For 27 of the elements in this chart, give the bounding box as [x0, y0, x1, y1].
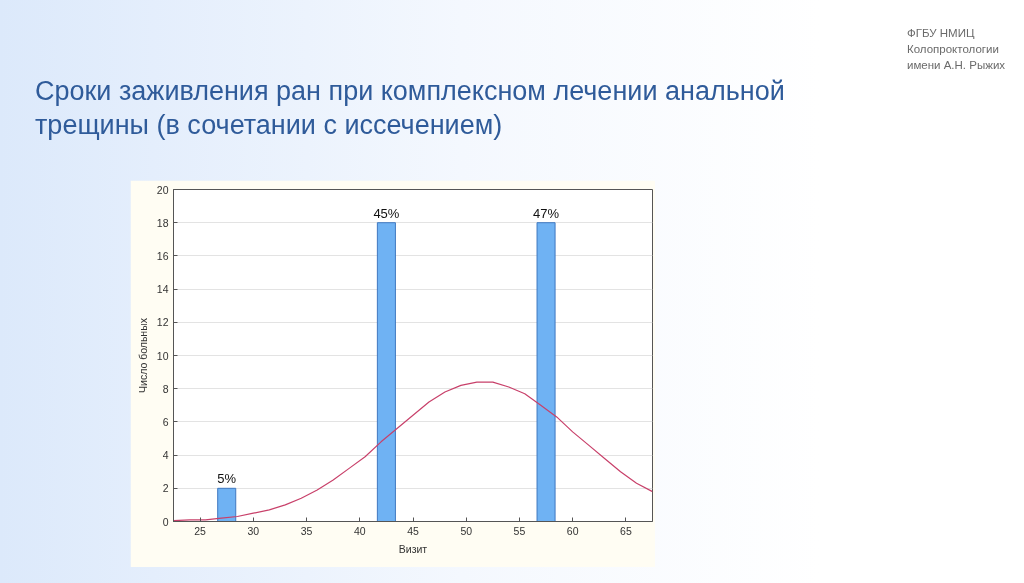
x-tick-label: 40: [353, 524, 366, 537]
x-tick-label: 30: [247, 524, 260, 537]
text: ФГБУ НМИЦ Колопроктологии имени А.Н. Рыжих: [907, 26, 1007, 74]
y-tick-label: 8: [162, 382, 169, 395]
chart-title: Сроки заживления ран при комплексном лечении анальной трещины (в сочетании с иссечением): [35, 75, 786, 142]
y-tick-label: 6: [162, 415, 169, 428]
y-tick-label: 18: [156, 216, 169, 229]
y-tick-label: 0: [162, 515, 169, 528]
x-tick-label: 65: [620, 524, 632, 537]
y-axis-title: Число больных: [136, 317, 149, 393]
x-tick-label: 45: [407, 524, 419, 537]
y-tick-label: 20: [156, 183, 169, 196]
y-tick-label: 4: [162, 449, 169, 462]
x-tick-label: 55: [513, 524, 526, 537]
y-tick-label: 10: [156, 349, 169, 362]
x-tick-label: 25: [194, 524, 207, 537]
y-tick-label: 16: [156, 249, 169, 262]
annotation: 45%: [373, 205, 400, 221]
y-tick-label: 12: [156, 316, 169, 329]
x-tick-label: 35: [300, 524, 313, 537]
x-tick-label: 50: [460, 524, 473, 537]
x-tick-label: 60: [566, 524, 579, 537]
x-axis-title: Визит: [398, 542, 428, 555]
annotation: 47%: [533, 205, 560, 221]
annotation: 5%: [217, 471, 237, 487]
y-tick-label: 2: [162, 482, 169, 495]
y-tick-label: 14: [156, 283, 169, 296]
